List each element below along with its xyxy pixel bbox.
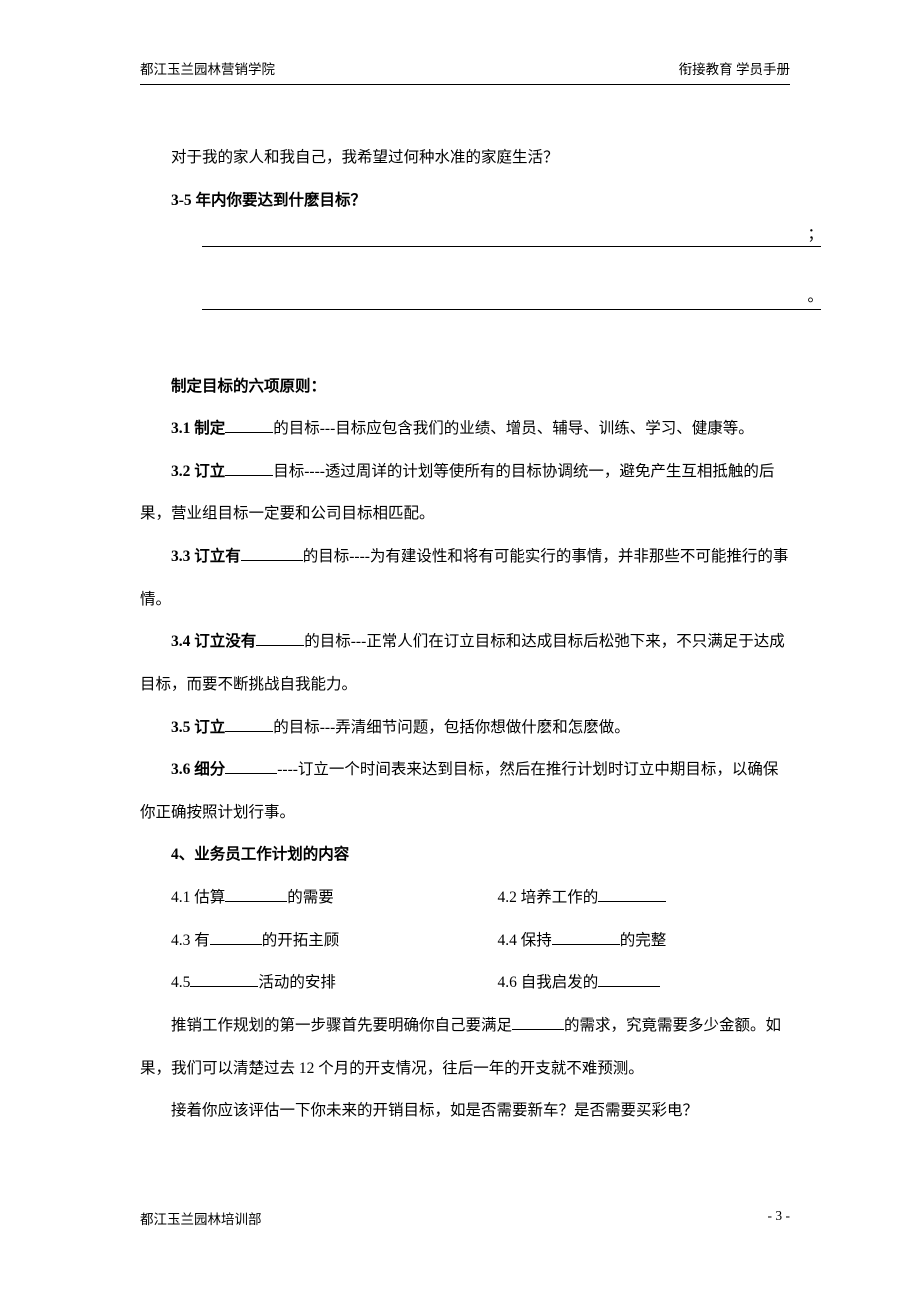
- blank-3-1: [225, 418, 273, 434]
- para-5: 推销工作规划的第一步骤首先要明确你自己要满足的需求，究竟需要多少金额。如果，我们…: [140, 1005, 790, 1090]
- para-intro: 对于我的家人和我自己，我希望过何种水准的家庭生活？: [140, 137, 790, 180]
- blank-3-3: [241, 546, 303, 562]
- header-right: 衔接教育 学员手册: [679, 58, 790, 78]
- blank-4-3: [210, 929, 262, 945]
- row-4-5-6: 4.5 活动的安排 4.6 自我启发的: [140, 962, 790, 1005]
- label-4-5b: 活动的安排: [258, 974, 336, 991]
- label-4-1a: 4.1 估算: [171, 889, 225, 906]
- heading-principles: 制定目标的六项原则：: [140, 366, 790, 409]
- row-4-1-2: 4.1 估算 的需要 4.2 培养工作的: [140, 877, 790, 920]
- para-3-1: 3.1 制定 的目标---目标应包含我们的业绩、增员、辅导、训练、学习、健康等。: [140, 408, 790, 451]
- label-3-2: 3.2 订立: [171, 463, 225, 480]
- blank-3-4: [256, 631, 304, 647]
- label-4-3b: 的开拓主顾: [262, 932, 340, 949]
- blank-3-6: [225, 759, 277, 775]
- label-3-1: 3.1 制定: [171, 420, 225, 437]
- blank-5: [512, 1014, 564, 1030]
- para-3-5: 3.5 订立 的目标---弄清细节问题，包括你想做什麽和怎麽做。: [140, 707, 790, 750]
- heading-section-4: 4、业务员工作计划的内容: [140, 834, 790, 877]
- label-4-1b: 的需要: [287, 889, 334, 906]
- label-4-4a: 4.4 保持: [498, 932, 552, 949]
- page-footer: 都江玉兰园林培训部 - 3 -: [140, 1208, 790, 1228]
- para-3-6: 3.6 细分----订立一个时间表来达到目标，然后在推行计划时订立中期目标，以确…: [140, 749, 790, 834]
- text-3-1: 的目标---目标应包含我们的业绩、增员、辅导、训练、学习、健康等。: [273, 420, 754, 437]
- fill-line-1: [202, 246, 821, 247]
- page-header: 都江玉兰园林营销学院 衔接教育 学员手册: [140, 58, 790, 85]
- label-4-5a: 4.5: [171, 974, 190, 991]
- row-4-3-4: 4.3 有 的开拓主顾 4.4 保持 的完整: [140, 920, 790, 963]
- label-3-6: 3.6 细分: [171, 761, 225, 778]
- footer-page-number: - 3 -: [768, 1208, 791, 1228]
- blank-3-5: [225, 716, 273, 732]
- para-6: 接着你应该评估一下你未来的开销目标，如是否需要新车？是否需要买彩电？: [140, 1090, 790, 1133]
- label-4-2a: 4.2 培养工作的: [498, 889, 599, 906]
- label-4-6a: 4.6 自我启发的: [498, 974, 599, 991]
- blank-4-5: [190, 972, 258, 988]
- label-4-3a: 4.3 有: [171, 932, 210, 949]
- para-3-3: 3.3 订立有的目标----为有建设性和将有可能实行的事情，并非那些不可能推行的…: [140, 536, 790, 621]
- label-4-4b: 的完整: [620, 932, 667, 949]
- label-3-4: 3.4 订立没有: [171, 633, 256, 650]
- label-3-5: 3.5 订立: [171, 719, 225, 736]
- blank-4-1: [225, 887, 287, 903]
- heading-goal: 3-5 年内你要达到什麽目标？: [140, 180, 790, 223]
- text-5a: 推销工作规划的第一步骤首先要明确你自己要满足: [171, 1017, 512, 1034]
- blank-4-4: [552, 929, 620, 945]
- header-left: 都江玉兰园林营销学院: [140, 58, 275, 78]
- text-3-5: 的目标---弄清细节问题，包括你想做什麽和怎麽做。: [273, 719, 630, 736]
- blank-3-2: [225, 460, 273, 476]
- para-3-4: 3.4 订立没有的目标---正常人们在订立目标和达成目标后松弛下来，不只满足于达…: [140, 621, 790, 706]
- label-3-3: 3.3 订立有: [171, 548, 241, 565]
- document-body: 对于我的家人和我自己，我希望过何种水准的家庭生活？ 3-5 年内你要达到什麽目标…: [140, 137, 790, 1133]
- footer-left: 都江玉兰园林培训部: [140, 1208, 262, 1228]
- fill-line-2: [202, 309, 821, 310]
- blank-4-2: [598, 887, 666, 903]
- para-3-2: 3.2 订立目标----透过周详的计划等使所有的目标协调统一，避免产生互相抵触的…: [140, 451, 790, 536]
- blank-4-6: [598, 972, 660, 988]
